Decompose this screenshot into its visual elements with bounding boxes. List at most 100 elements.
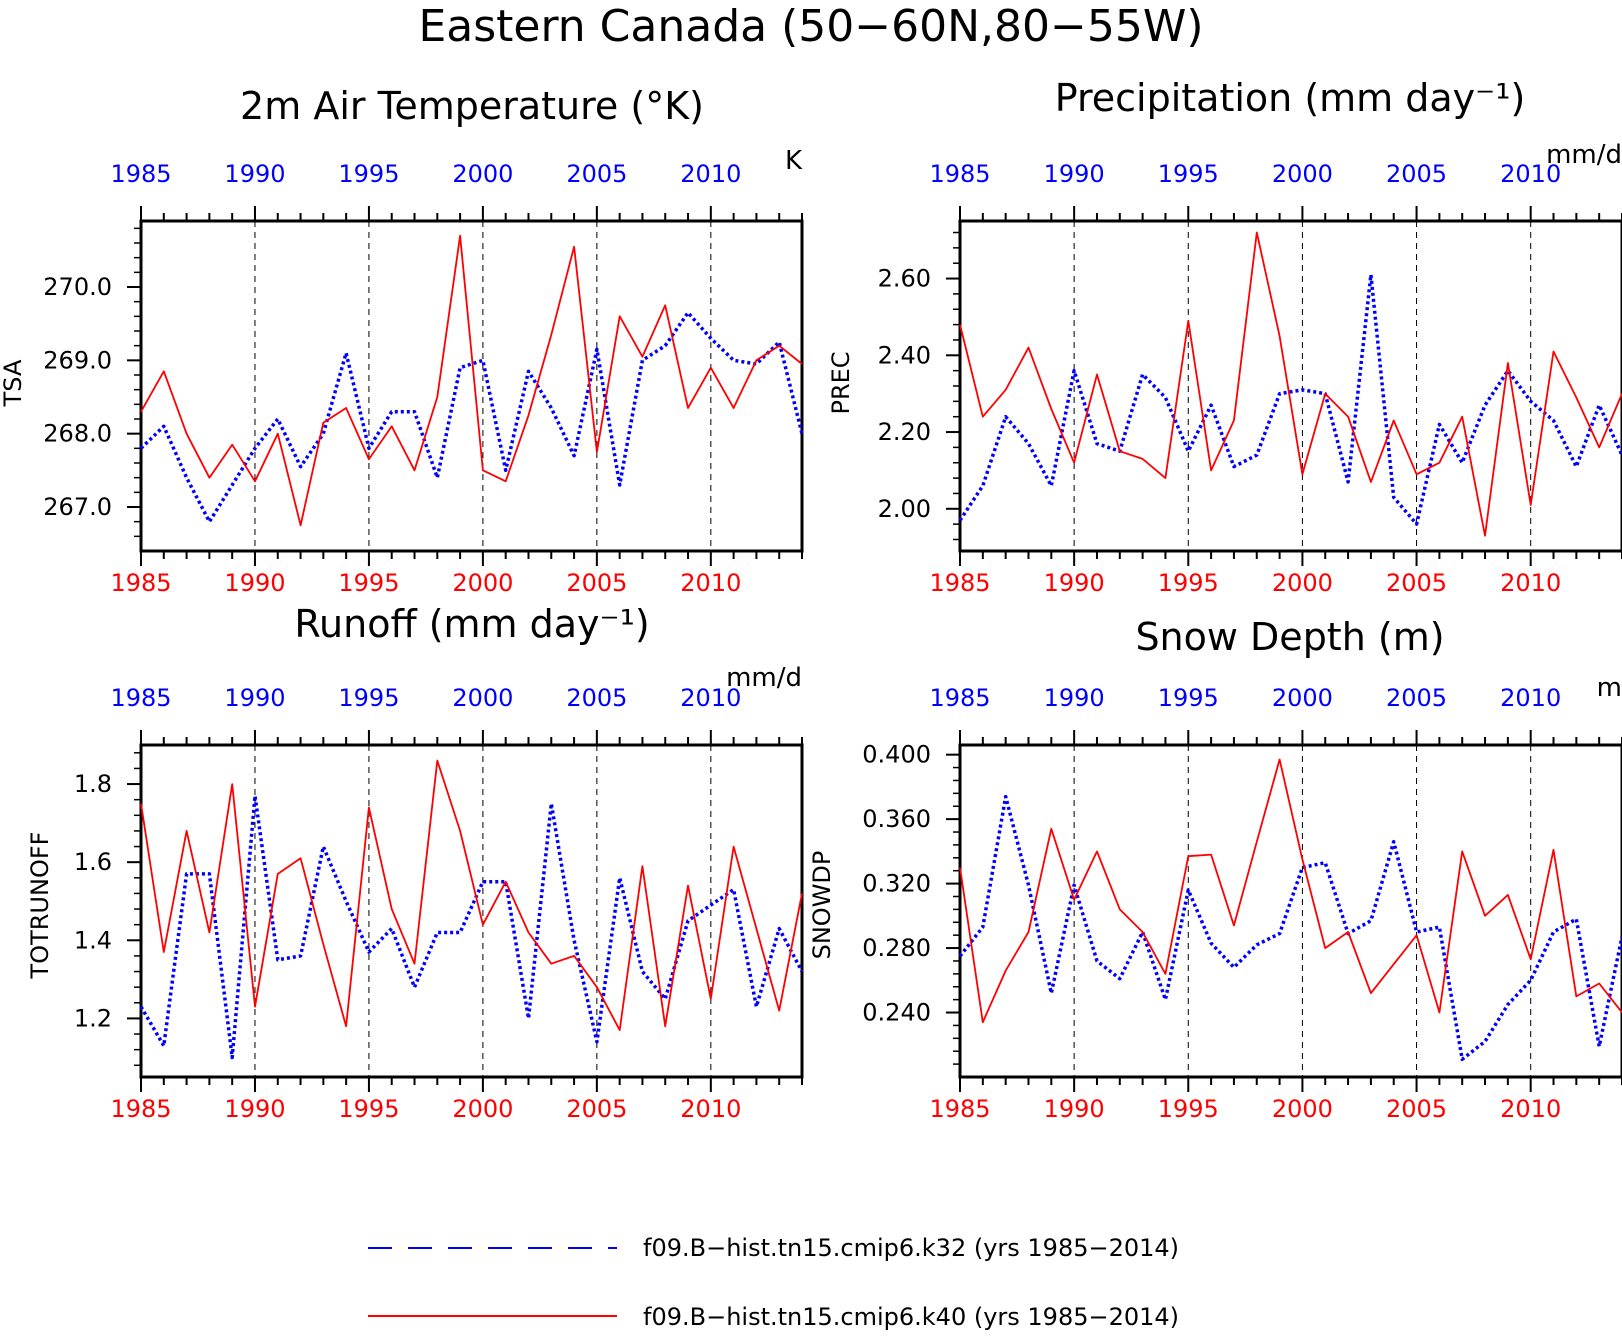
y-tick-label: 0.400: [862, 741, 931, 769]
units-label: m: [1597, 673, 1622, 703]
units-label: mm/d: [1546, 140, 1622, 170]
x-tick-label-bottom: 2000: [1272, 1095, 1333, 1123]
panel-prec: Precipitation (mm day⁻¹) mm/d PREC 19851…: [827, 76, 1622, 597]
axes-frame: [958, 743, 1622, 1079]
x-tick-label-bottom: 2005: [566, 1095, 627, 1123]
x-tick-label-top: 1990: [1044, 684, 1105, 712]
x-tick-label-top: 1995: [338, 160, 399, 188]
units-label: K: [785, 146, 803, 176]
axes-frame: [139, 219, 804, 553]
x-tick-label-bottom: 1985: [929, 1095, 990, 1123]
series-line-k40: [140, 234, 803, 527]
y-tick-label: 1.8: [74, 770, 112, 798]
y-tick-label: 1.2: [74, 1004, 112, 1032]
y-axis-label: PREC: [827, 351, 855, 414]
x-tick-label-top: 2010: [680, 160, 741, 188]
series-line-k32: [139, 794, 804, 1060]
x-tick-label-bottom: 1995: [338, 1095, 399, 1123]
y-tick-label: 0.280: [862, 934, 931, 962]
x-tick-label-top: 2005: [1386, 684, 1447, 712]
x-tick-label-top: 2010: [1500, 684, 1561, 712]
x-tick-label-bottom: 1985: [110, 569, 171, 597]
axes-frame: [958, 219, 1622, 553]
x-tick-label-bottom: 2010: [680, 1095, 741, 1123]
legend-label-k40: f09.B−hist.tn15.cmip6.k40 (yrs 1985−2014…: [643, 1303, 1179, 1331]
x-tick-label-top: 1985: [929, 684, 990, 712]
x-tick-label-bottom: 1995: [338, 569, 399, 597]
panel-title: Runoff (mm day⁻¹): [294, 602, 649, 646]
legend: f09.B−hist.tn15.cmip6.k32 (yrs 1985−2014…: [368, 1234, 1179, 1331]
x-tick-label-bottom: 2005: [1386, 1095, 1447, 1123]
x-tick-label-top: 1995: [338, 684, 399, 712]
x-tick-label-top: 1985: [110, 160, 171, 188]
series-line-k32: [139, 310, 804, 524]
figure-title: Eastern Canada (50−60N,80−55W): [418, 1, 1203, 52]
x-tick-label-bottom: 2005: [566, 569, 627, 597]
plot-area: 1985 1985 1990 1990 1995 1995 2000 2000 2005 2005…: [74, 684, 804, 1123]
y-tick-label: 1.6: [74, 848, 112, 876]
plot-area: 1985 1985 1990 1990 1995 1995 2000 2000 2005 2005…: [878, 160, 1622, 597]
x-tick-label-top: 2005: [1386, 160, 1447, 188]
series-line-k40: [140, 759, 803, 1031]
x-tick-label-bottom: 2005: [1386, 569, 1447, 597]
plot-area: 1985 1985 1990 1990 1995 1995 2000 2000 2005 2005…: [43, 160, 804, 597]
panel-title: Snow Depth (m): [1135, 615, 1444, 659]
y-tick-label: 269.0: [43, 346, 112, 374]
y-tick-label: 0.240: [862, 999, 931, 1027]
axes-frame: [139, 743, 804, 1079]
x-tick-label-top: 2000: [1272, 684, 1333, 712]
x-tick-label-top: 2000: [1272, 160, 1333, 188]
panel-title: 2m Air Temperature (°K): [240, 84, 704, 128]
x-tick-label-bottom: 1990: [224, 569, 285, 597]
x-tick-label-bottom: 1995: [1158, 569, 1219, 597]
panel-runoff: Runoff (mm day⁻¹) mm/d TOTRUNOFF 1985198…: [26, 602, 804, 1123]
x-tick-label-top: 2005: [566, 684, 627, 712]
y-tick-label: 268.0: [43, 420, 112, 448]
x-tick-label-bottom: 2010: [1500, 1095, 1561, 1123]
y-tick-label: 1.4: [74, 926, 112, 954]
x-tick-label-bottom: 1985: [110, 1095, 171, 1123]
panel-tsa: 2m Air Temperature (°K) K TSA 1985198519…: [0, 84, 804, 597]
x-tick-label-top: 2000: [452, 684, 513, 712]
x-tick-label-bottom: 1990: [1044, 1095, 1105, 1123]
x-tick-label-bottom: 2000: [452, 1095, 513, 1123]
series-line-k32: [958, 272, 1622, 526]
x-tick-label-top: 1985: [929, 160, 990, 188]
x-tick-label-bottom: 1995: [1158, 1095, 1219, 1123]
x-tick-label-top: 1995: [1158, 160, 1219, 188]
y-tick-label: 0.360: [862, 805, 931, 833]
panel-title: Precipitation (mm day⁻¹): [1055, 76, 1526, 120]
series-line-k40: [959, 231, 1622, 537]
y-tick-label: 0.320: [862, 870, 931, 898]
y-axis-label: TOTRUNOFF: [26, 832, 54, 980]
y-tick-label: 2.60: [878, 265, 931, 293]
x-tick-label-bottom: 2000: [1272, 569, 1333, 597]
panel-snowdp: Snow Depth (m) m SNOWDP 1985 1985 1990 1990…: [808, 615, 1622, 1123]
y-axis-label: TSA: [0, 359, 27, 407]
x-tick-label-top: 2005: [566, 160, 627, 188]
x-tick-label-top: 2010: [680, 684, 741, 712]
x-tick-label-top: 2010: [1500, 160, 1561, 188]
x-tick-label-bottom: 2010: [1500, 569, 1561, 597]
x-tick-label-bottom: 2000: [452, 569, 513, 597]
legend-label-k32: f09.B−hist.tn15.cmip6.k32 (yrs 1985−2014…: [643, 1234, 1179, 1262]
y-tick-label: 2.00: [878, 495, 931, 523]
y-tick-label: 270.0: [43, 273, 112, 301]
series-line-k32: [958, 794, 1622, 1062]
y-tick-label: 2.20: [878, 418, 931, 446]
x-tick-label-bottom: 1990: [1044, 569, 1105, 597]
units-label: mm/d: [726, 663, 802, 693]
y-tick-label: 2.40: [878, 341, 931, 369]
x-tick-label-top: 2000: [452, 160, 513, 188]
y-axis-label: SNOWDP: [808, 851, 836, 960]
x-tick-label-top: 1990: [1044, 160, 1105, 188]
x-tick-label-top: 1990: [224, 160, 285, 188]
x-tick-label-top: 1995: [1158, 684, 1219, 712]
x-tick-label-top: 1985: [110, 684, 171, 712]
x-tick-label-bottom: 1990: [224, 1095, 285, 1123]
x-tick-label-top: 1990: [224, 684, 285, 712]
x-tick-label-bottom: 1985: [929, 569, 990, 597]
x-tick-label-bottom: 2010: [680, 569, 741, 597]
y-tick-label: 267.0: [43, 493, 112, 521]
